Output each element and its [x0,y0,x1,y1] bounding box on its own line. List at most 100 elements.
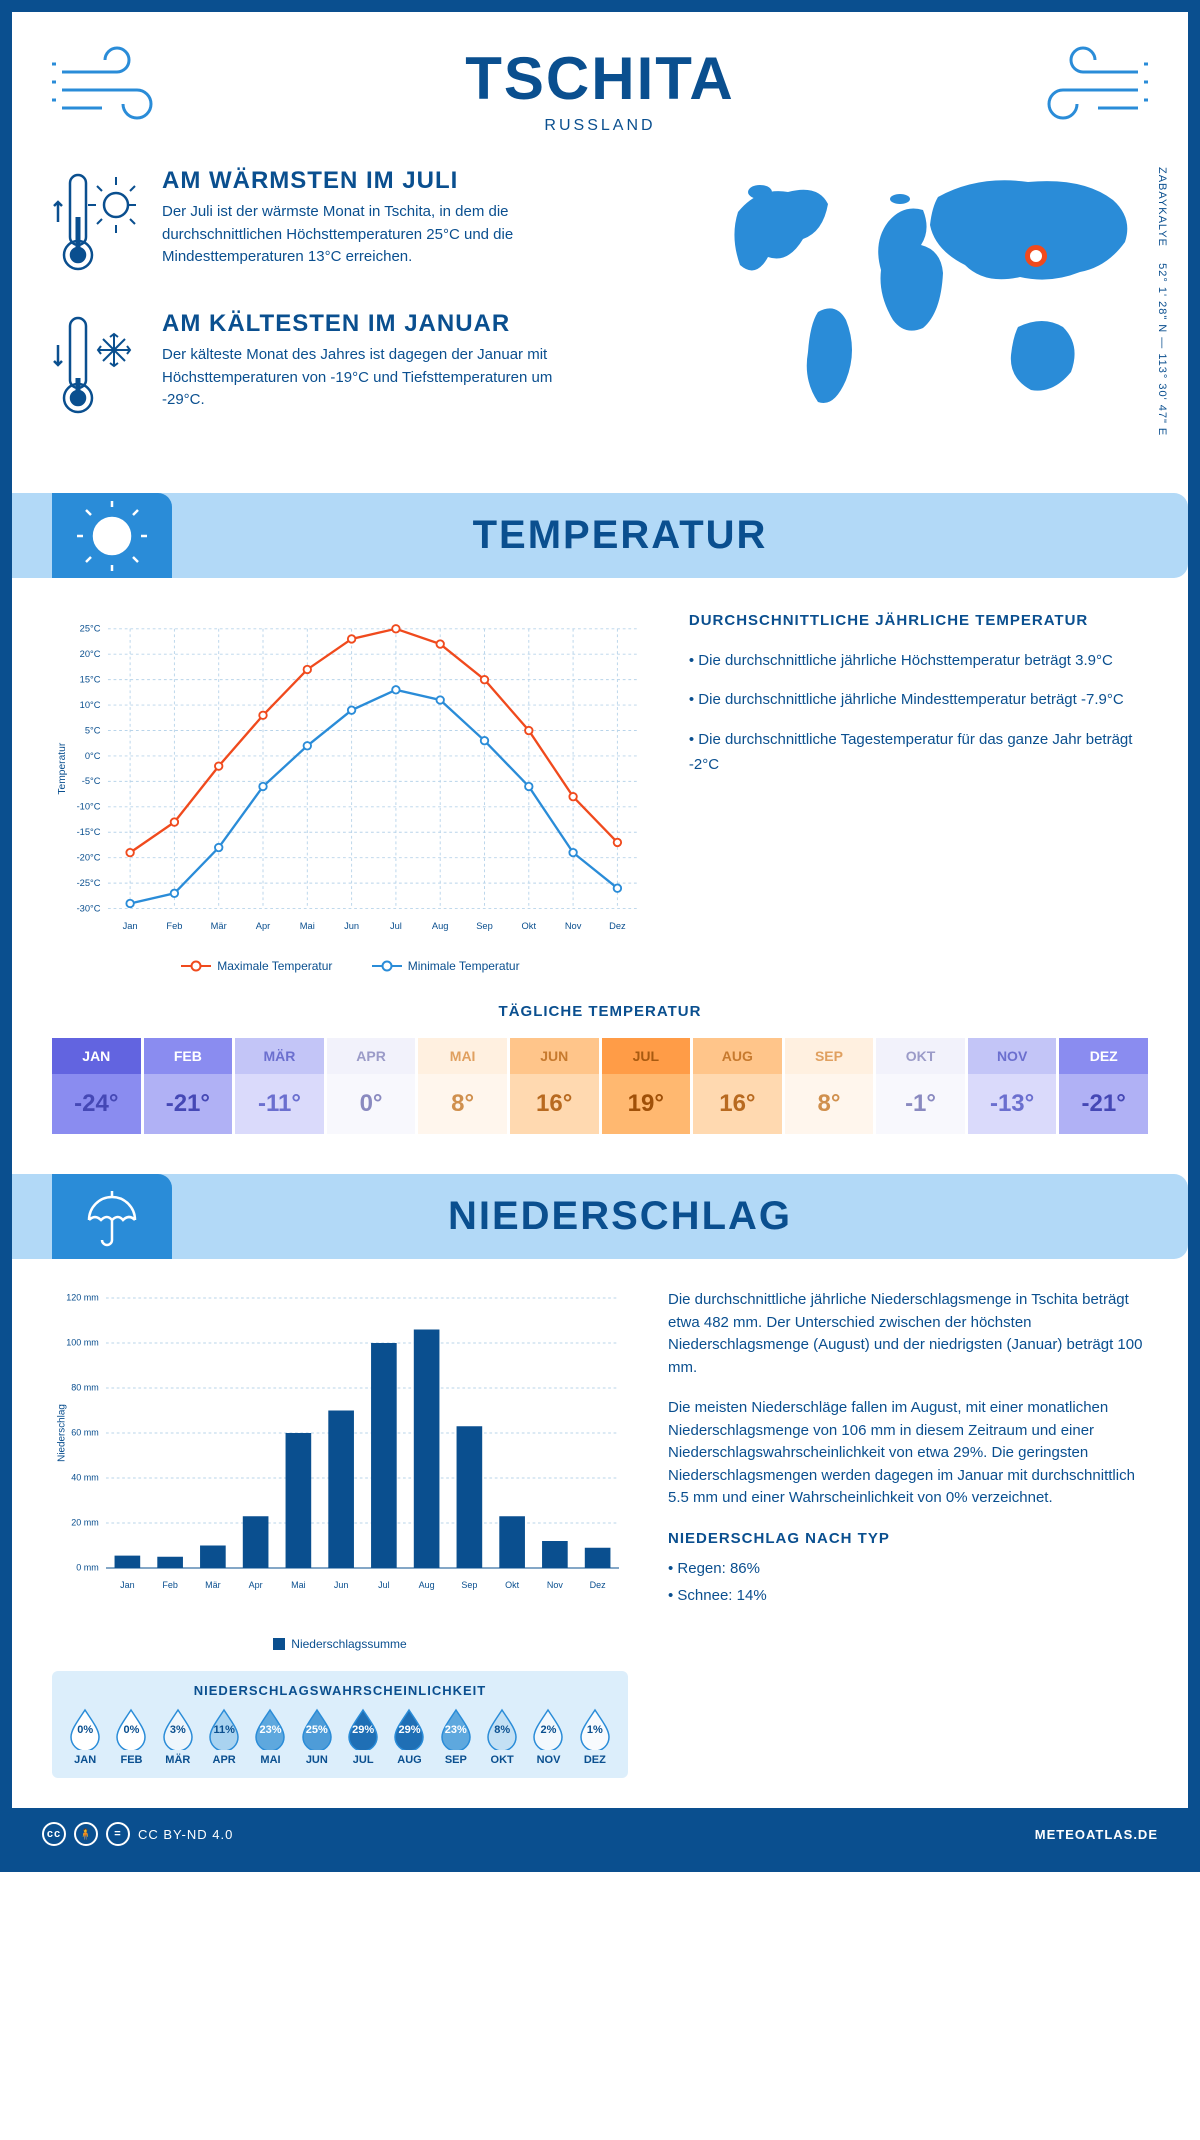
map-marker-icon [1025,245,1047,267]
wind-icon [52,42,172,137]
month-cell: MÄR -11° [235,1038,324,1134]
svg-text:Jan: Jan [123,921,138,931]
coordinates: ZABAYKALYE 52° 1' 28" N — 113° 30' 47" E [1156,167,1168,436]
drop-cell: 29% AUG [388,1708,430,1766]
footer: cc 🧍 = CC BY-ND 4.0 METEOATLAS.DE [12,1808,1188,1860]
license: cc 🧍 = CC BY-ND 4.0 [42,1822,233,1846]
prob-title: NIEDERSCHLAGSWAHRSCHEINLICHKEIT [64,1683,616,1698]
drop-cell: 29% JUL [342,1708,384,1766]
svg-text:-30°C: -30°C [77,903,101,913]
svg-text:Okt: Okt [522,921,537,931]
svg-text:Nov: Nov [565,921,582,931]
drop-cell: 0% FEB [110,1708,152,1766]
svg-text:120 mm: 120 mm [66,1293,99,1303]
precipitation-probability-box: NIEDERSCHLAGSWAHRSCHEINLICHKEIT 0% JAN 0… [52,1671,628,1778]
svg-text:100 mm: 100 mm [66,1338,99,1348]
by-icon: 🧍 [74,1822,98,1846]
svg-text:Dez: Dez [590,1580,607,1590]
month-cell: AUG 16° [693,1038,782,1134]
sun-icon [52,493,172,578]
daily-temp-grid: JAN -24° FEB -21° MÄR -11° APR 0° MAI 8°… [52,1038,1148,1134]
chart-legend: .legend-line[style*='f04a1d']::after{bor… [52,956,649,973]
svg-text:Apr: Apr [256,921,271,931]
section-header-precipitation: NIEDERSCHLAG [12,1174,1188,1259]
drop-cell: 0% JAN [64,1708,106,1766]
daily-temp-title: TÄGLICHE TEMPERATUR [52,1003,1148,1020]
umbrella-icon [52,1174,172,1259]
svg-text:-15°C: -15°C [77,827,101,837]
fact-text: Der kälteste Monat des Jahres ist dagege… [162,344,582,412]
svg-text:Nov: Nov [547,1580,564,1590]
thermometer-hot-icon [52,167,142,282]
month-cell: DEZ -21° [1059,1038,1148,1134]
drop-cell: 23% SEP [435,1708,477,1766]
svg-text:25°C: 25°C [80,624,101,634]
temperature-section: -30°C-25°C-20°C-15°C-10°C-5°C0°C5°C10°C1… [52,608,1148,973]
svg-text:Apr: Apr [249,1580,263,1590]
svg-text:Temperatur: Temperatur [57,742,68,794]
precipitation-summary: Die durchschnittliche jährliche Niedersc… [668,1289,1148,1778]
svg-text:Sep: Sep [476,921,493,931]
world-map: ZABAYKALYE 52° 1' 28" N — 113° 30' 47" E [708,167,1148,437]
drop-cell: 8% OKT [481,1708,523,1766]
drop-cell: 23% MAI [249,1708,291,1766]
section-title: NIEDERSCHLAG [172,1194,1188,1239]
month-cell: JAN -24° [52,1038,141,1134]
svg-text:20°C: 20°C [80,649,101,659]
temperature-line-chart: -30°C-25°C-20°C-15°C-10°C-5°C0°C5°C10°C1… [52,608,649,948]
month-cell: SEP 8° [785,1038,874,1134]
header: TSCHITA RUSSLAND [52,42,1148,137]
svg-text:15°C: 15°C [80,674,101,684]
svg-text:Feb: Feb [166,921,182,931]
precipitation-section: 0 mm20 mm40 mm60 mm80 mm100 mm120 mmNied… [52,1289,1148,1778]
nd-icon: = [106,1822,130,1846]
drop-cell: 2% NOV [527,1708,569,1766]
svg-text:20 mm: 20 mm [71,1518,99,1528]
svg-text:Jan: Jan [120,1580,135,1590]
month-cell: FEB -21° [144,1038,233,1134]
svg-text:Mär: Mär [205,1580,221,1590]
fact-coldest: AM KÄLTESTEN IM JANUAR Der kälteste Mona… [52,310,668,425]
svg-text:-20°C: -20°C [77,852,101,862]
precipitation-bar-chart: 0 mm20 mm40 mm60 mm80 mm100 mm120 mmNied… [52,1289,628,1629]
svg-text:Niederschlag: Niederschlag [57,1404,68,1462]
fact-warmest: AM WÄRMSTEN IM JULI Der Juli ist der wär… [52,167,668,282]
month-cell: OKT -1° [876,1038,965,1134]
svg-text:Mär: Mär [211,921,227,931]
svg-text:-5°C: -5°C [82,776,101,786]
drop-cell: 3% MÄR [157,1708,199,1766]
month-cell: JUL 19° [602,1038,691,1134]
fact-title: AM WÄRMSTEN IM JULI [162,167,582,195]
svg-text:0 mm: 0 mm [76,1563,99,1573]
svg-text:Jun: Jun [344,921,359,931]
site-name a: METEOATLAS.DE [1035,1827,1158,1842]
chart-legend: Niederschlagssumme [52,1637,628,1653]
svg-text:5°C: 5°C [85,725,101,735]
month-cell: APR 0° [327,1038,416,1134]
cc-icon: cc [42,1822,66,1846]
wind-icon [1028,42,1148,137]
fact-title: AM KÄLTESTEN IM JANUAR [162,310,582,338]
svg-text:0°C: 0°C [85,751,101,761]
thermometer-cold-icon [52,310,142,425]
facts-row: AM WÄRMSTEN IM JULI Der Juli ist der wär… [52,167,1148,453]
svg-text:Jun: Jun [334,1580,349,1590]
section-header-temperature: TEMPERATUR [12,493,1188,578]
section-title: TEMPERATUR [172,513,1188,558]
svg-text:Jul: Jul [378,1580,390,1590]
drop-cell: 11% APR [203,1708,245,1766]
svg-text:Aug: Aug [432,921,449,931]
month-cell: MAI 8° [418,1038,507,1134]
infographic-page: TSCHITA RUSSLAND [0,0,1200,1872]
svg-text:Mai: Mai [291,1580,306,1590]
svg-text:-10°C: -10°C [77,802,101,812]
month-cell: JUN 16° [510,1038,599,1134]
month-cell: NOV -13° [968,1038,1057,1134]
svg-text:Feb: Feb [162,1580,178,1590]
svg-text:Mai: Mai [300,921,315,931]
fact-text: Der Juli ist der wärmste Monat in Tschit… [162,201,582,269]
svg-text:80 mm: 80 mm [71,1383,99,1393]
svg-text:10°C: 10°C [80,700,101,710]
drop-cell: 25% JUN [296,1708,338,1766]
svg-text:Okt: Okt [505,1580,520,1590]
